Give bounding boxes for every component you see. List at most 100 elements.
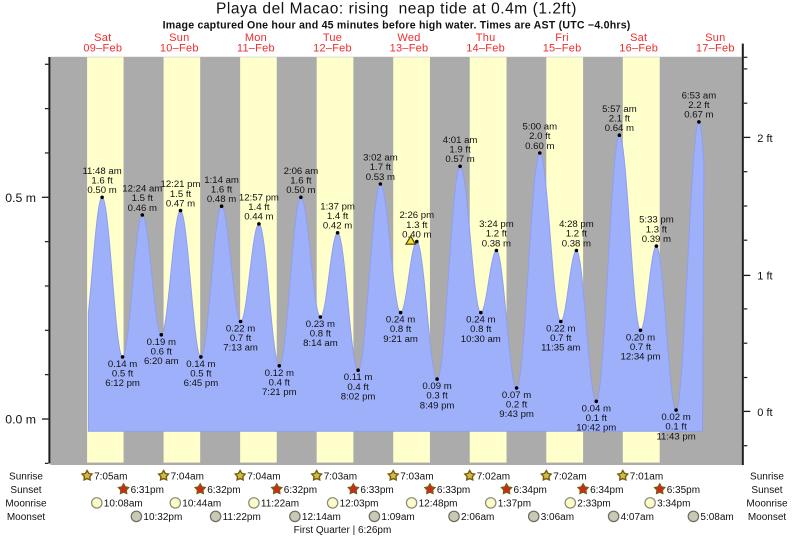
svg-text:12:14am: 12:14am	[302, 512, 341, 523]
svg-text:0.3 ft: 0.3 ft	[426, 391, 448, 402]
svg-text:8:02 pm: 8:02 pm	[341, 391, 376, 402]
svg-text:0.24 m: 0.24 m	[386, 315, 415, 326]
svg-text:0.19 m: 0.19 m	[147, 337, 176, 348]
svg-text:1.6 ft: 1.6 ft	[211, 184, 233, 195]
svg-text:16–Feb: 16–Feb	[619, 43, 658, 55]
svg-text:15–Feb: 15–Feb	[543, 43, 582, 55]
svg-text:0.8 ft: 0.8 ft	[390, 324, 412, 335]
svg-text:Sun: Sun	[169, 32, 189, 44]
svg-text:0.67 m: 0.67 m	[684, 110, 713, 121]
svg-text:Sunrise: Sunrise	[9, 471, 43, 482]
svg-text:8:14 am: 8:14 am	[303, 338, 338, 349]
svg-text:6:34pm: 6:34pm	[590, 485, 623, 496]
svg-text:17–Feb: 17–Feb	[696, 43, 735, 55]
svg-text:6:33pm: 6:33pm	[360, 485, 393, 496]
svg-text:12:34 pm: 12:34 pm	[620, 352, 660, 363]
svg-text:Sunset: Sunset	[10, 485, 41, 496]
svg-text:1.9 ft: 1.9 ft	[449, 145, 471, 156]
svg-text:0.64 m: 0.64 m	[605, 123, 634, 134]
svg-text:6:32pm: 6:32pm	[284, 485, 317, 496]
svg-text:6:12 pm: 6:12 pm	[105, 378, 140, 389]
svg-text:1:14 am: 1:14 am	[204, 175, 239, 186]
svg-text:0.5 m: 0.5 m	[5, 191, 36, 205]
svg-text:0.2 ft: 0.2 ft	[506, 400, 528, 411]
svg-text:0.0 m: 0.0 m	[5, 413, 36, 427]
svg-text:12:24 am: 12:24 am	[122, 184, 162, 195]
svg-text:12:21 pm: 12:21 pm	[160, 179, 200, 190]
svg-text:2.0 ft: 2.0 ft	[529, 131, 551, 142]
svg-text:1.5 ft: 1.5 ft	[132, 193, 154, 204]
svg-text:5:00 am: 5:00 am	[522, 122, 557, 133]
svg-text:Sun: Sun	[705, 32, 725, 44]
svg-text:0.4 ft: 0.4 ft	[269, 377, 291, 388]
svg-text:0 ft: 0 ft	[757, 407, 772, 419]
svg-text:0.6 ft: 0.6 ft	[151, 346, 173, 357]
svg-text:1:37 pm: 1:37 pm	[320, 201, 355, 212]
svg-text:6:34pm: 6:34pm	[514, 485, 547, 496]
svg-text:10:08am: 10:08am	[104, 499, 143, 510]
svg-text:0.47 m: 0.47 m	[166, 198, 195, 209]
svg-text:1.7 ft: 1.7 ft	[370, 162, 392, 173]
svg-text:0.22 m: 0.22 m	[226, 324, 255, 335]
svg-text:0.53 m: 0.53 m	[366, 172, 395, 183]
svg-text:3:34pm: 3:34pm	[657, 499, 690, 510]
svg-text:11:22pm: 11:22pm	[223, 512, 261, 523]
svg-text:13–Feb: 13–Feb	[390, 43, 429, 55]
svg-text:0.44 m: 0.44 m	[244, 212, 273, 223]
svg-text:1.4 ft: 1.4 ft	[327, 211, 349, 222]
svg-text:0.02 m: 0.02 m	[661, 412, 690, 423]
svg-text:7:03am: 7:03am	[400, 471, 433, 482]
svg-text:0.14 m: 0.14 m	[108, 359, 137, 370]
svg-text:Image captured One hour and 45: Image captured One hour and 45 minutes b…	[163, 19, 631, 31]
svg-text:6:35pm: 6:35pm	[667, 485, 700, 496]
svg-text:12–Feb: 12–Feb	[313, 43, 352, 55]
svg-text:0.20 m: 0.20 m	[626, 332, 655, 343]
svg-text:0.4 ft: 0.4 ft	[347, 382, 369, 393]
svg-text:0.42 m: 0.42 m	[323, 221, 352, 232]
svg-text:1.5 ft: 1.5 ft	[170, 189, 192, 200]
svg-text:6:53 am: 6:53 am	[682, 91, 717, 102]
svg-text:0.5 ft: 0.5 ft	[112, 369, 134, 380]
svg-text:1.2 ft: 1.2 ft	[486, 229, 508, 240]
svg-text:0.14 m: 0.14 m	[186, 359, 215, 370]
svg-text:7:04am: 7:04am	[247, 471, 280, 482]
svg-text:5:33 pm: 5:33 pm	[639, 215, 674, 226]
svg-text:Sunrise: Sunrise	[750, 471, 784, 482]
svg-text:11:43 pm: 11:43 pm	[656, 431, 695, 442]
svg-text:Playa del Macao: rising neap: Playa del Macao: rising neap tide at 0.4…	[216, 1, 577, 18]
svg-text:0.60 m: 0.60 m	[525, 141, 554, 152]
svg-text:10:30 am: 10:30 am	[461, 334, 501, 345]
svg-text:First Quarter | 6:26pm: First Quarter | 6:26pm	[294, 525, 392, 536]
svg-text:7:01am: 7:01am	[630, 471, 663, 482]
svg-text:1:09am: 1:09am	[381, 512, 414, 523]
svg-text:0.38 m: 0.38 m	[482, 238, 511, 249]
svg-text:0.8 ft: 0.8 ft	[310, 329, 332, 340]
svg-text:0.7 ft: 0.7 ft	[550, 333, 572, 344]
svg-text:Thu: Thu	[476, 32, 496, 44]
svg-text:Fri: Fri	[555, 32, 569, 44]
svg-text:4:01 am: 4:01 am	[443, 135, 478, 146]
svg-text:0.5 ft: 0.5 ft	[190, 369, 212, 380]
svg-text:0.50 m: 0.50 m	[87, 185, 116, 196]
svg-text:Sunset: Sunset	[751, 485, 782, 496]
svg-text:0.1 ft: 0.1 ft	[665, 422, 687, 433]
svg-text:11:35 am: 11:35 am	[541, 343, 580, 354]
svg-text:0.04 m: 0.04 m	[582, 403, 611, 414]
svg-text:1 ft: 1 ft	[757, 271, 772, 283]
svg-text:7:02am: 7:02am	[477, 471, 510, 482]
svg-text:8:49 pm: 8:49 pm	[420, 400, 455, 411]
svg-text:0.39 m: 0.39 m	[642, 234, 671, 245]
svg-text:10:32pm: 10:32pm	[143, 512, 182, 523]
svg-text:0.50 m: 0.50 m	[286, 185, 315, 196]
svg-text:0.22 m: 0.22 m	[546, 324, 575, 335]
svg-text:2:33pm: 2:33pm	[577, 499, 610, 510]
svg-text:0.48 m: 0.48 m	[207, 194, 236, 205]
svg-text:5:08am: 5:08am	[700, 512, 733, 523]
svg-text:11–Feb: 11–Feb	[237, 43, 275, 55]
svg-text:0.23 m: 0.23 m	[306, 319, 335, 330]
svg-text:0.09 m: 0.09 m	[422, 381, 451, 392]
svg-text:7:21 pm: 7:21 pm	[262, 387, 297, 398]
svg-text:0.1 ft: 0.1 ft	[586, 413, 608, 424]
svg-text:12:57 pm: 12:57 pm	[239, 193, 279, 204]
svg-text:4:28 pm: 4:28 pm	[559, 219, 594, 230]
